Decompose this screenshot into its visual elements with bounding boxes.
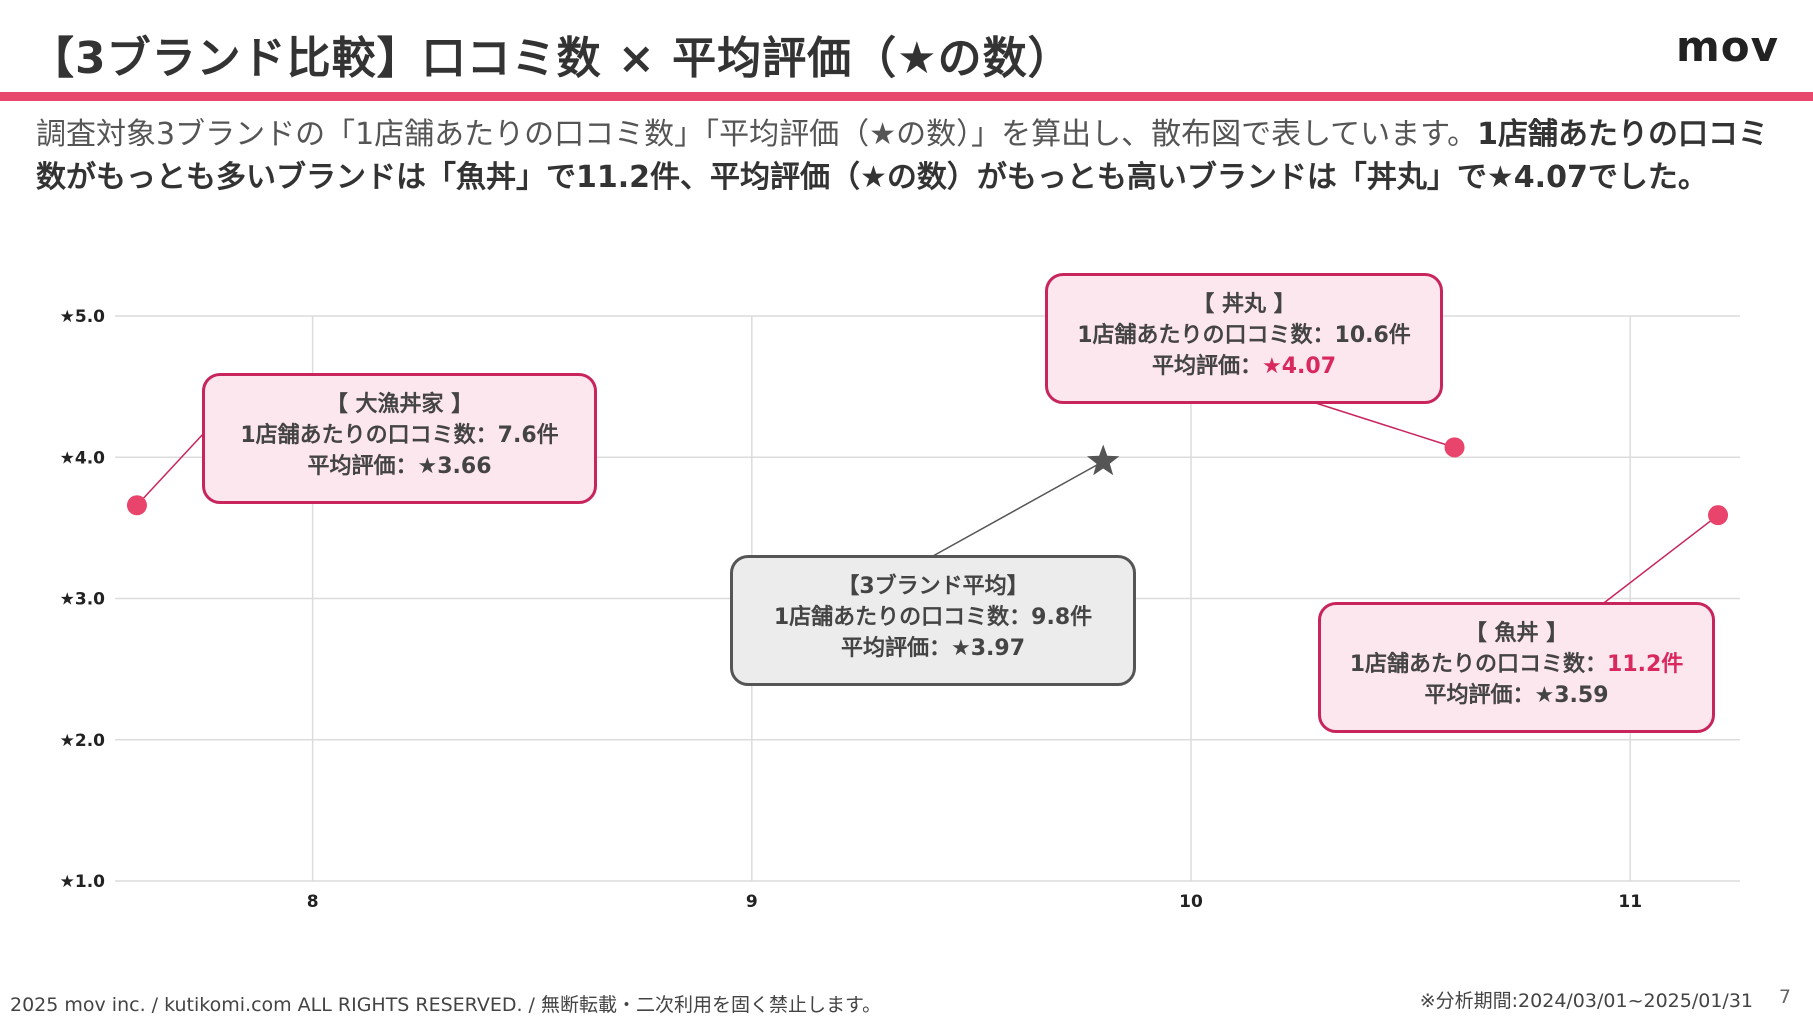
chart-ticks: ★1.0 ★2.0 ★3.0 ★4.0 ★5.0 8 9 10 11: [60, 307, 1642, 912]
callout-tairyo-title: 【 大漁丼家 】: [325, 392, 474, 417]
leader-line: [1603, 514, 1719, 604]
description: 調査対象3ブランドの「1店舗あたりの口コミ数」「平均評価（★の数）」を算出し、散…: [36, 113, 1786, 199]
callout-tairyo: 【 大漁丼家 】 1店舗あたりの口コミ数：7.6件 平均評価：★3.66: [202, 373, 597, 504]
y-tick-label: ★2.0: [60, 731, 106, 751]
callout-tairyo-count-line: 1店舗あたりの口コミ数：7.6件: [205, 420, 594, 451]
data-point: [126, 495, 147, 516]
callout-leaders: [136, 402, 1719, 604]
callout-donmaru-rating-label: 平均評価：: [1151, 354, 1262, 379]
x-tick-label: 9: [746, 892, 758, 912]
leader-line: [932, 460, 1104, 557]
callout-uodon-count-label: 1店舗あたりの口コミ数：: [1349, 652, 1608, 677]
callout-average-rating-label: 平均評価：: [840, 636, 951, 661]
callout-tairyo-count: 7.6件: [497, 423, 559, 448]
x-tick-label: 11: [1618, 892, 1642, 912]
y-tick-label: ★3.0: [60, 590, 106, 610]
callout-average-rating-line: 平均評価：★3.97: [733, 633, 1133, 664]
callout-tairyo-rating-line: 平均評価：★3.66: [205, 451, 594, 482]
callout-donmaru-rating-line: 平均評価：★4.07: [1048, 351, 1440, 382]
description-normal: 調査対象3ブランドの「1店舗あたりの口コミ数」「平均評価（★の数）」を算出し、散…: [36, 117, 1478, 152]
mov-logo: mov: [1676, 22, 1779, 71]
callout-uodon-rating-line: 平均評価：★3.59: [1321, 680, 1712, 711]
footer-copyright: 2025 mov inc. / kutikomi.com ALL RIGHTS …: [10, 994, 882, 1016]
callout-average-count-label: 1店舗あたりの口コミ数：: [773, 605, 1032, 630]
footer-analysis-period: ※分析期間:2024/03/01~2025/01/31: [1419, 990, 1753, 1012]
callout-uodon-count: 11.2件: [1607, 652, 1684, 677]
data-point: [1708, 505, 1729, 526]
average-star-marker: [1087, 444, 1120, 476]
y-tick-label: ★1.0: [60, 872, 106, 892]
data-point: [1444, 437, 1465, 458]
page-title: 【3ブランド比較】口コミ数 × 平均評価（★の数）: [30, 33, 1073, 84]
callout-donmaru-rating: ★4.07: [1262, 354, 1337, 379]
header-divider: [0, 92, 1813, 101]
callout-average-count: 9.8件: [1031, 605, 1093, 630]
leader-line: [136, 432, 205, 506]
callout-donmaru-count-label: 1店舗あたりの口コミ数：: [1077, 323, 1335, 348]
callout-uodon-count-line: 1店舗あたりの口コミ数：11.2件: [1321, 649, 1712, 680]
callout-average-title: 【3ブランド平均】: [837, 574, 1029, 599]
y-tick-label: ★4.0: [60, 448, 106, 468]
y-tick-label: ★5.0: [60, 307, 106, 327]
callout-donmaru: 【 丼丸 】 1店舗あたりの口コミ数：10.6件 平均評価：★4.07: [1045, 273, 1443, 404]
callout-tairyo-count-label: 1店舗あたりの口コミ数：: [240, 423, 498, 448]
page-number: 7: [1778, 986, 1791, 1008]
leader-line: [1315, 402, 1455, 449]
callout-uodon: 【 魚丼 】 1店舗あたりの口コミ数：11.2件 平均評価：★3.59: [1318, 602, 1715, 733]
x-tick-label: 8: [307, 892, 319, 912]
callout-average: 【3ブランド平均】 1店舗あたりの口コミ数：9.8件 平均評価：★3.97: [730, 555, 1136, 686]
callout-uodon-title: 【 魚丼 】: [1464, 621, 1569, 646]
callout-average-count-line: 1店舗あたりの口コミ数：9.8件: [733, 602, 1133, 633]
callout-tairyo-rating-label: 平均評価：: [307, 454, 418, 479]
callout-uodon-rating: ★3.59: [1534, 683, 1609, 708]
callout-average-rating: ★3.97: [951, 636, 1026, 661]
callout-uodon-rating-label: 平均評価：: [1424, 683, 1535, 708]
callout-donmaru-count: 10.6件: [1334, 323, 1411, 348]
callout-tairyo-rating: ★3.66: [417, 454, 492, 479]
callout-donmaru-count-line: 1店舗あたりの口コミ数：10.6件: [1048, 320, 1440, 351]
chart-marks: [126, 437, 1729, 526]
description-highlight: 1店舗あたりの口コミ数がもっとも多いブランドは「魚丼」で11.2件、平均評価（★…: [36, 117, 1769, 195]
callout-donmaru-title: 【 丼丸 】: [1192, 292, 1296, 317]
x-tick-label: 10: [1179, 892, 1203, 912]
